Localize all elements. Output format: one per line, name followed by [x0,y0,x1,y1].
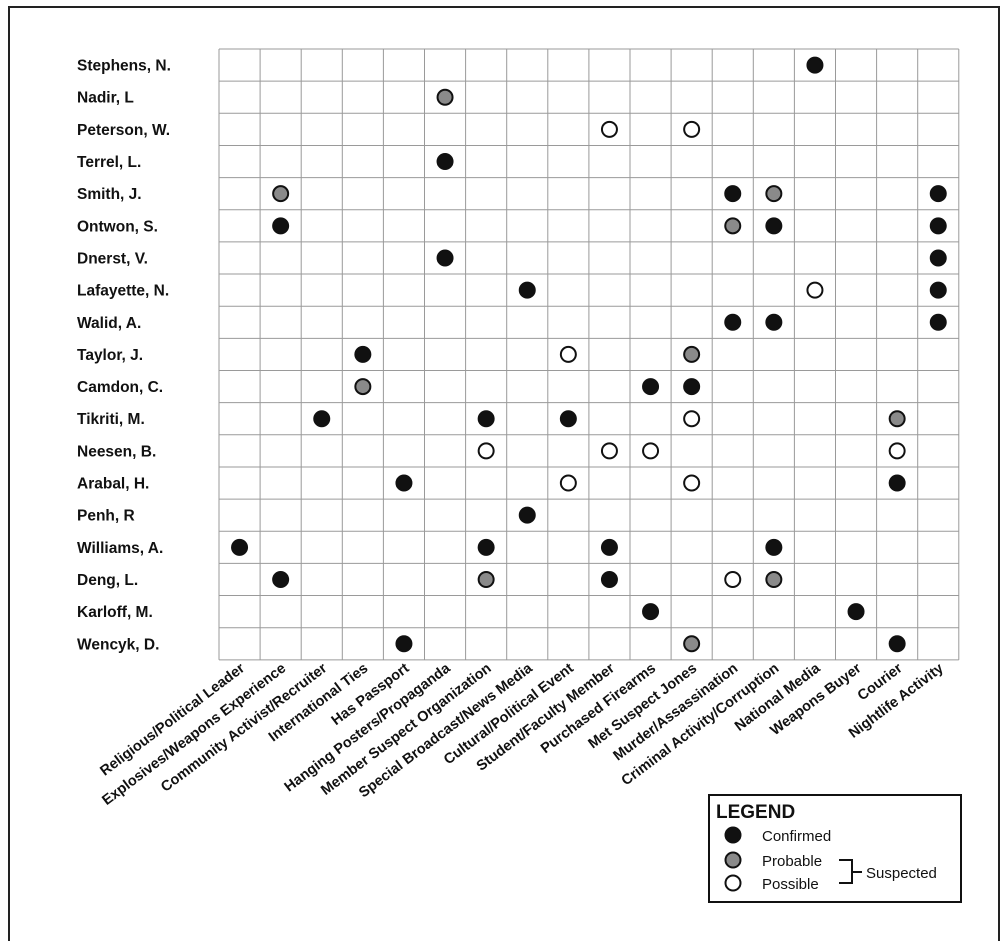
mark-confirmed-camdon-c-met-suspect-jones [683,378,701,396]
row-label-neesen-b: Neesen, B. [77,443,156,460]
legend-probable-marker [724,851,742,869]
mark-confirmed-williams-a-member-suspect-organization [477,538,495,556]
mark-confirmed-williams-a-criminal-activity-corruption [765,538,783,556]
mark-probable-smith-j-explosives-weapons-experience [272,185,290,203]
mark-probable-smith-j-criminal-activity-corruption [765,185,783,203]
mark-probable-nadir-l-hanging-posters-propaganda [436,88,454,106]
mark-confirmed-dnerst-v-nightlife-activity [929,249,947,267]
row-label-ontwon-s: Ontwon, S. [77,218,158,235]
column-label-explosives-weapons-experience: Explosives/Weapons Experience [99,660,289,808]
mark-probable-deng-l-criminal-activity-corruption [765,570,783,588]
mark-confirmed-arabal-h-courier [888,474,906,492]
mark-confirmed-terrel-l-hanging-posters-propaganda [436,153,454,171]
chart-frame [8,6,1000,941]
mark-confirmed-walid-a-murder-assassination [724,313,742,331]
row-labels: Stephens, N. Nadir, L Peterson, W. Terrel, … [77,58,171,654]
mark-probable-ontwon-s-murder-assassination [724,217,742,235]
mark-possible-peterson-w-student-faculty-member [600,120,618,138]
mark-confirmed-wencyk-d-courier [888,635,906,653]
row-label-wencyk-d: Wencyk, D. [77,636,159,653]
mark-confirmed-tikriti-m-community-activist-recruiter [313,410,331,428]
row-label-karloff-m: Karloff, M. [77,604,153,621]
matrix-grid [218,48,960,661]
mark-confirmed-walid-a-criminal-activity-corruption [765,313,783,331]
row-label-lafayette-n: Lafayette, N. [77,283,169,300]
row-label-terrel-l: Terrel, L. [77,154,141,171]
mark-possible-neesen-b-courier [888,442,906,460]
column-labels: Religious/Political LeaderExplosives/Wea… [97,660,946,809]
row-label-stephens-n: Stephens, N. [77,58,171,75]
mark-confirmed-lafayette-n-nightlife-activity [929,281,947,299]
legend-title: LEGEND [716,802,795,823]
mark-probable-taylor-j-met-suspect-jones [683,345,701,363]
mark-possible-taylor-j-cultural-political-event [559,345,577,363]
mark-confirmed-tikriti-m-cultural-political-event [559,410,577,428]
mark-confirmed-deng-l-student-faculty-member [600,570,618,588]
row-label-penh-r: Penh, R [77,508,135,525]
row-label-dnerst-v: Dnerst, V. [77,250,148,267]
legend-box [708,794,962,903]
row-label-tikriti-m: Tikriti, M. [77,411,145,428]
mark-confirmed-williams-a-student-faculty-member [600,538,618,556]
row-label-taylor-j: Taylor, J. [77,347,143,364]
legend-possible-label: Possible [762,876,819,893]
row-label-peterson-w: Peterson, W. [77,122,170,139]
legend-confirmed-label: Confirmed [762,828,831,845]
mark-probable-wencyk-d-met-suspect-jones [683,635,701,653]
mark-possible-neesen-b-purchased-firearms [642,442,660,460]
mark-possible-lafayette-n-national-media [806,281,824,299]
mark-confirmed-arabal-h-has-passport [395,474,413,492]
legend-suspected-bracket [839,859,862,884]
mark-confirmed-williams-a-religious-political-leader [231,538,249,556]
mark-confirmed-ontwon-s-explosives-weapons-experience [272,217,290,235]
mark-confirmed-ontwon-s-nightlife-activity [929,217,947,235]
mark-possible-arabal-h-met-suspect-jones [683,474,701,492]
legend-possible-marker [724,874,742,892]
mark-possible-deng-l-murder-assassination [724,570,742,588]
mark-confirmed-camdon-c-purchased-firearms [642,378,660,396]
mark-confirmed-taylor-j-international-ties [354,345,372,363]
mark-confirmed-penh-r-special-broadcast-news-media [518,506,536,524]
mark-possible-tikriti-m-met-suspect-jones [683,410,701,428]
mark-confirmed-wencyk-d-has-passport [395,635,413,653]
mark-confirmed-smith-j-murder-assassination [724,185,742,203]
row-label-deng-l: Deng, L. [77,572,138,589]
row-label-camdon-c: Camdon, C. [77,379,163,396]
mark-confirmed-smith-j-nightlife-activity [929,185,947,203]
mark-probable-tikriti-m-courier [888,410,906,428]
legend: LEGEND Confirmed Probable Possible Suspe… [708,794,962,903]
row-label-arabal-h: Arabal, H. [77,476,149,493]
mark-possible-neesen-b-student-faculty-member [600,442,618,460]
mark-confirmed-ontwon-s-criminal-activity-corruption [765,217,783,235]
row-label-williams-a: Williams, A. [77,540,163,557]
mark-probable-camdon-c-international-ties [354,378,372,396]
mark-confirmed-lafayette-n-special-broadcast-news-media [518,281,536,299]
mark-possible-peterson-w-met-suspect-jones [683,120,701,138]
mark-confirmed-stephens-n-national-media [806,56,824,74]
mark-confirmed-karloff-m-purchased-firearms [642,603,660,621]
row-label-walid-a: Walid, A. [77,315,141,332]
matrix-marks [231,56,947,653]
mark-confirmed-karloff-m-weapons-buyer [847,603,865,621]
row-label-smith-j: Smith, J. [77,186,142,203]
mark-possible-neesen-b-member-suspect-organization [477,442,495,460]
legend-confirmed-marker [724,826,742,844]
mark-confirmed-tikriti-m-member-suspect-organization [477,410,495,428]
mark-confirmed-deng-l-explosives-weapons-experience [272,570,290,588]
legend-suspected-label: Suspected [866,865,937,882]
mark-confirmed-dnerst-v-hanging-posters-propaganda [436,249,454,267]
mark-possible-arabal-h-cultural-political-event [559,474,577,492]
row-label-nadir-l: Nadir, L [77,90,134,107]
mark-probable-deng-l-member-suspect-organization [477,570,495,588]
legend-probable-label: Probable [762,853,822,870]
mark-confirmed-walid-a-nightlife-activity [929,313,947,331]
